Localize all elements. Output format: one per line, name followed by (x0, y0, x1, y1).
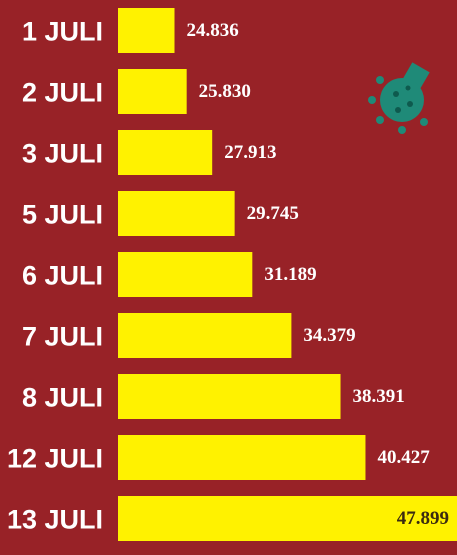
value-label: 25.830 (199, 81, 251, 102)
value-label: 31.189 (264, 264, 316, 285)
category-label: 7 JULI (22, 322, 103, 352)
category-label: 12 JULI (7, 444, 103, 474)
bar (118, 374, 341, 419)
bar (118, 313, 292, 358)
bar (118, 69, 187, 114)
bar (118, 130, 213, 175)
value-label: 29.745 (247, 203, 299, 224)
bar (118, 191, 235, 236)
bar (118, 435, 366, 480)
category-label: 3 JULI (22, 139, 103, 169)
bar (118, 8, 175, 53)
value-label: 34.379 (303, 325, 355, 346)
value-label: 24.836 (187, 20, 239, 41)
category-label: 2 JULI (22, 78, 103, 108)
value-label: 27.913 (224, 142, 276, 163)
value-label: 40.427 (377, 447, 430, 468)
value-label: 38.391 (353, 386, 405, 407)
virus-icon (368, 62, 430, 134)
category-label: 13 JULI (7, 505, 103, 535)
value-label: 47.899 (397, 508, 449, 529)
bar (118, 252, 253, 297)
category-label: 6 JULI (22, 261, 103, 291)
bar (118, 496, 457, 541)
category-label: 8 JULI (22, 383, 103, 413)
category-label: 1 JULI (22, 17, 103, 47)
category-label: 5 JULI (22, 200, 103, 230)
